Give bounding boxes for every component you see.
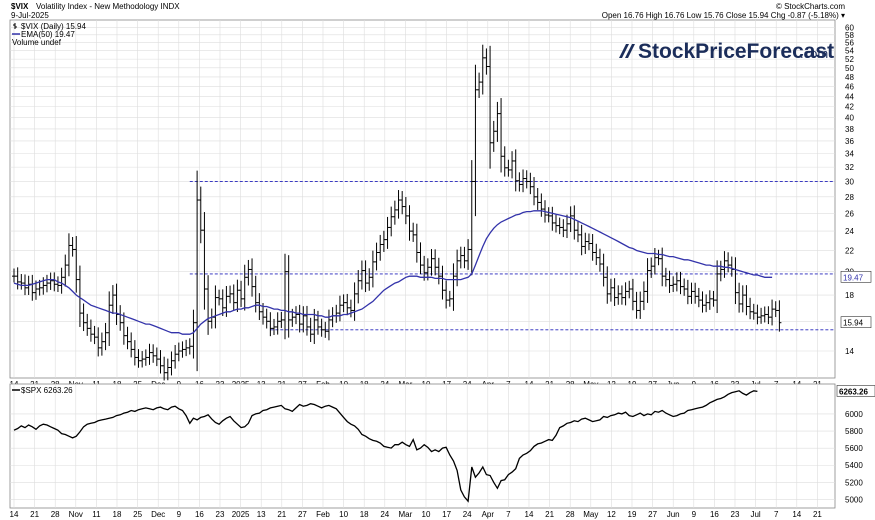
spx-x-tick-label: 14 [792, 510, 801, 519]
spx-x-tick-label: 25 [133, 510, 142, 519]
ema-badge-box [840, 270, 872, 283]
vix-y-tick-label: 32 [845, 163, 854, 172]
spx-x-tick-label: 11 [92, 510, 101, 519]
vix-y-tick-label: 34 [845, 150, 854, 159]
vix-y-tick-label: 60 [845, 23, 854, 32]
spx-x-tick-label: 18 [360, 510, 369, 519]
spx-x-tick-label: 21 [277, 510, 286, 519]
spx-panel: 5000 5200 5400 5600 5800 6000 14 21 28 Nov 11 18 25 D… [10, 383, 875, 519]
spx-x-tick-label: 16 [195, 510, 204, 519]
vix-y-tick-label: 24 [845, 227, 854, 236]
spx-x-tick-label: 12 [607, 510, 616, 519]
vix-legend-entry: Volume undef [12, 38, 62, 47]
spx-y-tick-label: 5400 [845, 461, 863, 470]
spx-y-tick-label: 5600 [845, 444, 863, 453]
spx-x-tick-label: 9 [177, 510, 182, 519]
spx-line [13, 390, 758, 503]
vix-y-tick-label: 48 [845, 73, 854, 82]
ema-line [13, 210, 773, 335]
vix-y-tick-label: 30 [845, 177, 854, 186]
spx-x-tick-label: 9 [692, 510, 697, 519]
vix-legend-entry: EMA(50) 19.47 [21, 30, 75, 39]
vix-y-tick-label: 56 [845, 39, 854, 48]
spx-x-tick-label: 17 [442, 510, 451, 519]
header-ohlc: Open 16.76 High 16.76 Low 15.76 Close 15… [601, 11, 845, 20]
logo-text: StockPriceForecast [638, 40, 834, 63]
spx-y-tick-label: 5000 [845, 495, 863, 504]
vix-y-tick-label: 14 [845, 347, 854, 356]
spx-x-tick-label: 19 [628, 510, 637, 519]
spx-x-tick-label: 21 [813, 510, 822, 519]
logo: StockPriceForecast .com [619, 40, 834, 63]
spx-y-tick-label: 5800 [845, 427, 863, 436]
spx-last-badge: 6263.26 [839, 387, 868, 396]
spx-x-tick-label: 14 [10, 510, 19, 519]
spx-x-tick-label: 7 [774, 510, 779, 519]
spx-x-tick-label: 16 [710, 510, 719, 519]
vix-y-tick-label: 50 [845, 64, 854, 73]
header-date: 9-Jul-2025 [11, 11, 49, 20]
spx-x-tick-label: 27 [298, 510, 307, 519]
vix-y-tick-label: 18 [845, 291, 854, 300]
vix-y-tick-label: 46 [845, 82, 854, 91]
spx-x-tick-label: 7 [506, 510, 511, 519]
spx-x-tick-label: 21 [545, 510, 554, 519]
vix-y-tick-label: 40 [845, 113, 854, 122]
spx-x-tick-label: Jun [667, 510, 680, 519]
vix-y-tick-label: 36 [845, 137, 854, 146]
spx-x-tick-label: May [583, 510, 598, 519]
spx-x-tick-label: 23 [216, 510, 225, 519]
spx-x-tick-label: 10 [339, 510, 348, 519]
vix-last-badge-box [840, 316, 872, 328]
spx-x-tick-label: Jul [750, 510, 760, 519]
vix-y-tick-label: 28 [845, 193, 854, 202]
header-copyright: © StockCharts.com [775, 2, 845, 11]
spx-x-tick-label: 14 [525, 510, 534, 519]
spx-x-tick-label: Nov [69, 510, 83, 519]
spx-x-tick-label: 28 [566, 510, 575, 519]
header-symbol: $VIX [11, 2, 29, 11]
vix-legend-entry: $VIX (Daily) 15.94 [21, 22, 86, 31]
vix-last-badge: 15.94 [843, 319, 864, 328]
spx-x-tick-label: 27 [648, 510, 657, 519]
spx-x-tick-label: 10 [422, 510, 431, 519]
logo-slash-icon [619, 44, 629, 58]
spx-x-tick-label: 28 [51, 510, 60, 519]
spx-last-badge-box [836, 385, 875, 397]
vix-y-tick-label: 42 [845, 103, 854, 112]
spx-x-tick-label: Feb [316, 510, 330, 519]
logo-slash-icon [625, 44, 635, 58]
vix-y-tick-label: 54 [845, 47, 854, 56]
spx-x-tick-label: 2025 [232, 510, 250, 519]
spx-x-tick-label: 24 [380, 510, 389, 519]
vix-frame [9, 19, 836, 379]
spx-x-tick-label: 21 [30, 510, 39, 519]
vix-y-tick-label: 26 [845, 209, 854, 218]
vix-y-tick-label: 52 [845, 55, 854, 64]
vix-panel: 1416182022242628303234363840424446485052… [9, 19, 872, 389]
spx-y-tick-label: 5200 [845, 478, 863, 487]
vix-y-tick-label: 22 [845, 246, 854, 255]
spx-x-tick-label: 18 [113, 510, 122, 519]
spx-y-tick-label: 6000 [845, 410, 863, 419]
spx-legend-entry: $SPX 6263.26 [21, 386, 73, 395]
spx-x-tick-label: 23 [731, 510, 740, 519]
spx-x-tick-label: 24 [463, 510, 472, 519]
vix-y-tick-label: 38 [845, 125, 854, 134]
spx-x-tick-label: Dec [151, 510, 165, 519]
vix-y-tick-label: 58 [845, 31, 854, 40]
logo-suffix: .com [800, 46, 828, 61]
spx-x-tick-label: Mar [399, 510, 413, 519]
ema-badge: 19.47 [843, 273, 864, 282]
spx-x-tick-label: 13 [257, 510, 266, 519]
header-description: Volatility Index - New Methodology INDX [36, 2, 180, 11]
spx-x-tick-label: Apr [482, 510, 495, 519]
vix-y-tick-label: 44 [845, 92, 854, 101]
